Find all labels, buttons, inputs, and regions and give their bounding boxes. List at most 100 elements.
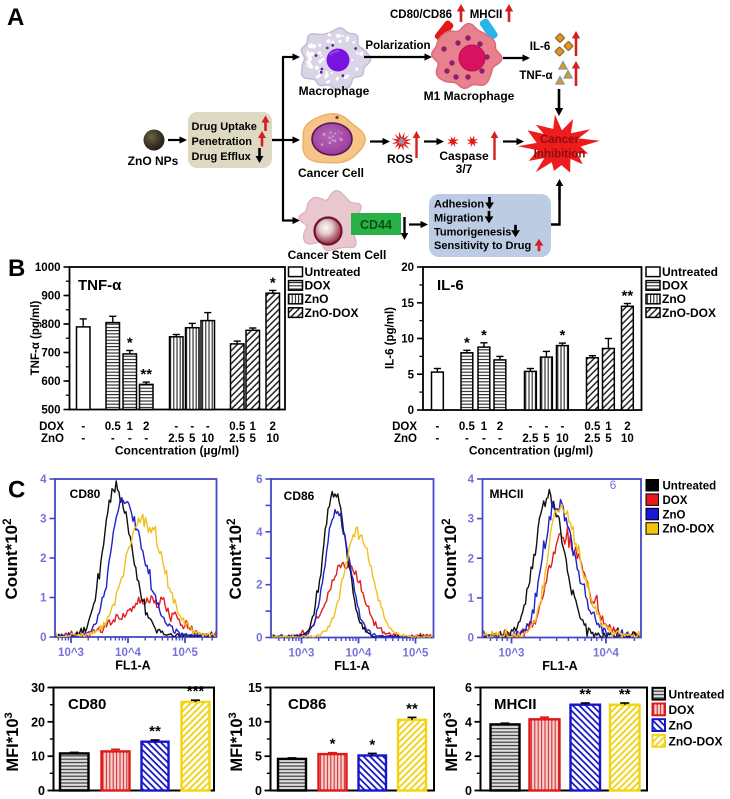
svg-text:B: B (8, 255, 25, 282)
svg-text:DOX: DOX (662, 279, 688, 293)
svg-text:Cancer Cell: Cancer Cell (298, 166, 364, 180)
svg-text:CD44: CD44 (360, 218, 392, 232)
svg-text:MFI*103: MFI*103 (227, 712, 246, 771)
svg-text:3: 3 (40, 514, 46, 526)
svg-text:Tumorigenesis: Tumorigenesis (434, 226, 511, 238)
svg-text:3: 3 (468, 514, 474, 526)
svg-text:M1 Macrophage: M1 Macrophage (424, 89, 515, 103)
svg-text:MHCII: MHCII (490, 487, 524, 501)
svg-text:Penetration: Penetration (192, 136, 253, 148)
svg-text:-: - (81, 421, 85, 433)
svg-text:0: 0 (256, 633, 262, 645)
svg-text:-: - (174, 421, 178, 433)
svg-text:-: - (435, 421, 439, 433)
svg-text:Sensitivity to Drug: Sensitivity to Drug (434, 240, 531, 252)
svg-text:A: A (7, 4, 24, 31)
svg-text:2: 2 (497, 421, 503, 433)
svg-text:10: 10 (621, 433, 634, 445)
svg-text:30: 30 (31, 681, 45, 695)
svg-text:DOX: DOX (305, 279, 331, 293)
svg-text:-: - (498, 433, 502, 445)
svg-text:1: 1 (40, 593, 47, 605)
svg-text:Concentration (µg/ml): Concentration (µg/ml) (115, 444, 239, 458)
svg-text:15: 15 (401, 298, 414, 310)
svg-text:Untreated: Untreated (662, 265, 718, 279)
svg-text:5: 5 (605, 433, 612, 445)
svg-text:0: 0 (40, 632, 46, 644)
svg-text:Untreated: Untreated (663, 481, 717, 493)
svg-text:TNF-α: TNF-α (519, 70, 552, 82)
svg-text:10: 10 (401, 334, 414, 346)
svg-text:*: * (270, 274, 276, 291)
svg-text:Cancer Stem Cell: Cancer Stem Cell (288, 248, 387, 262)
svg-text:2: 2 (465, 750, 472, 764)
svg-text:6: 6 (256, 474, 262, 486)
svg-text:Drug Uptake: Drug Uptake (192, 121, 257, 133)
svg-text:4: 4 (465, 715, 472, 729)
svg-text:IL-6 (pg/ml): IL-6 (pg/ml) (385, 307, 397, 369)
svg-text:0: 0 (465, 784, 472, 798)
svg-text:10^4: 10^4 (115, 647, 142, 659)
svg-text:5: 5 (543, 433, 550, 445)
svg-text:2: 2 (40, 553, 46, 565)
svg-text:*: * (369, 736, 375, 753)
svg-text:***: *** (187, 683, 205, 700)
svg-text:2.5: 2.5 (229, 433, 246, 445)
svg-text:10^4: 10^4 (593, 648, 620, 660)
svg-text:Migration: Migration (434, 212, 484, 224)
svg-text:2: 2 (256, 580, 262, 592)
svg-text:6: 6 (610, 478, 617, 492)
svg-text:-: - (144, 433, 148, 445)
svg-text:-: - (206, 421, 210, 433)
svg-text:-: - (190, 421, 194, 433)
svg-text:-: - (128, 433, 132, 445)
svg-text:-: - (482, 433, 486, 445)
svg-text:Macrophage: Macrophage (299, 84, 370, 98)
svg-text:*: * (464, 334, 470, 351)
svg-text:Untreated: Untreated (669, 687, 725, 701)
svg-text:0.5: 0.5 (105, 421, 122, 433)
svg-text:**: ** (149, 723, 161, 740)
svg-text:Concentration (µg/ml): Concentration (µg/ml) (469, 444, 593, 458)
svg-text:FL1-A: FL1-A (334, 659, 369, 673)
svg-text:10: 10 (266, 433, 279, 445)
svg-text:-: - (81, 433, 85, 445)
svg-text:0: 0 (408, 405, 414, 417)
svg-text:0.5: 0.5 (229, 421, 246, 433)
svg-text:5: 5 (408, 369, 415, 381)
svg-text:6: 6 (465, 681, 472, 695)
svg-text:4: 4 (468, 474, 475, 486)
svg-text:**: ** (619, 686, 631, 703)
svg-text:0.5: 0.5 (584, 421, 601, 433)
svg-text:**: ** (622, 287, 634, 304)
svg-text:ZnO: ZnO (305, 292, 329, 306)
svg-text:0: 0 (255, 784, 262, 798)
svg-text:2.5: 2.5 (584, 433, 601, 445)
svg-text:10: 10 (201, 433, 214, 445)
svg-text:ZnO: ZnO (41, 433, 64, 445)
svg-text:-: - (465, 433, 469, 445)
svg-text:FL1-A: FL1-A (542, 659, 577, 673)
svg-text:1000: 1000 (35, 262, 61, 274)
svg-text:-: - (435, 433, 439, 445)
svg-text:IL-6: IL-6 (530, 41, 550, 53)
svg-text:2.5: 2.5 (522, 433, 539, 445)
svg-text:*: * (127, 335, 133, 352)
svg-text:CD86: CD86 (288, 696, 326, 713)
svg-text:700: 700 (41, 348, 60, 360)
svg-text:Cancer: Cancer (540, 134, 580, 146)
svg-text:*: * (481, 327, 487, 344)
svg-text:-: - (544, 421, 548, 433)
svg-text:**: ** (406, 700, 418, 717)
svg-text:C: C (8, 477, 25, 504)
svg-text:CD86: CD86 (284, 489, 315, 503)
svg-text:MHCII: MHCII (494, 696, 537, 713)
svg-text:2: 2 (624, 421, 630, 433)
svg-text:2.5: 2.5 (168, 433, 185, 445)
svg-text:20: 20 (31, 715, 45, 729)
svg-text:600: 600 (41, 376, 60, 388)
svg-text:*: * (330, 736, 336, 753)
svg-text:Polarization: Polarization (365, 40, 430, 52)
svg-text:10^3: 10^3 (58, 647, 84, 659)
svg-text:900: 900 (41, 291, 60, 303)
